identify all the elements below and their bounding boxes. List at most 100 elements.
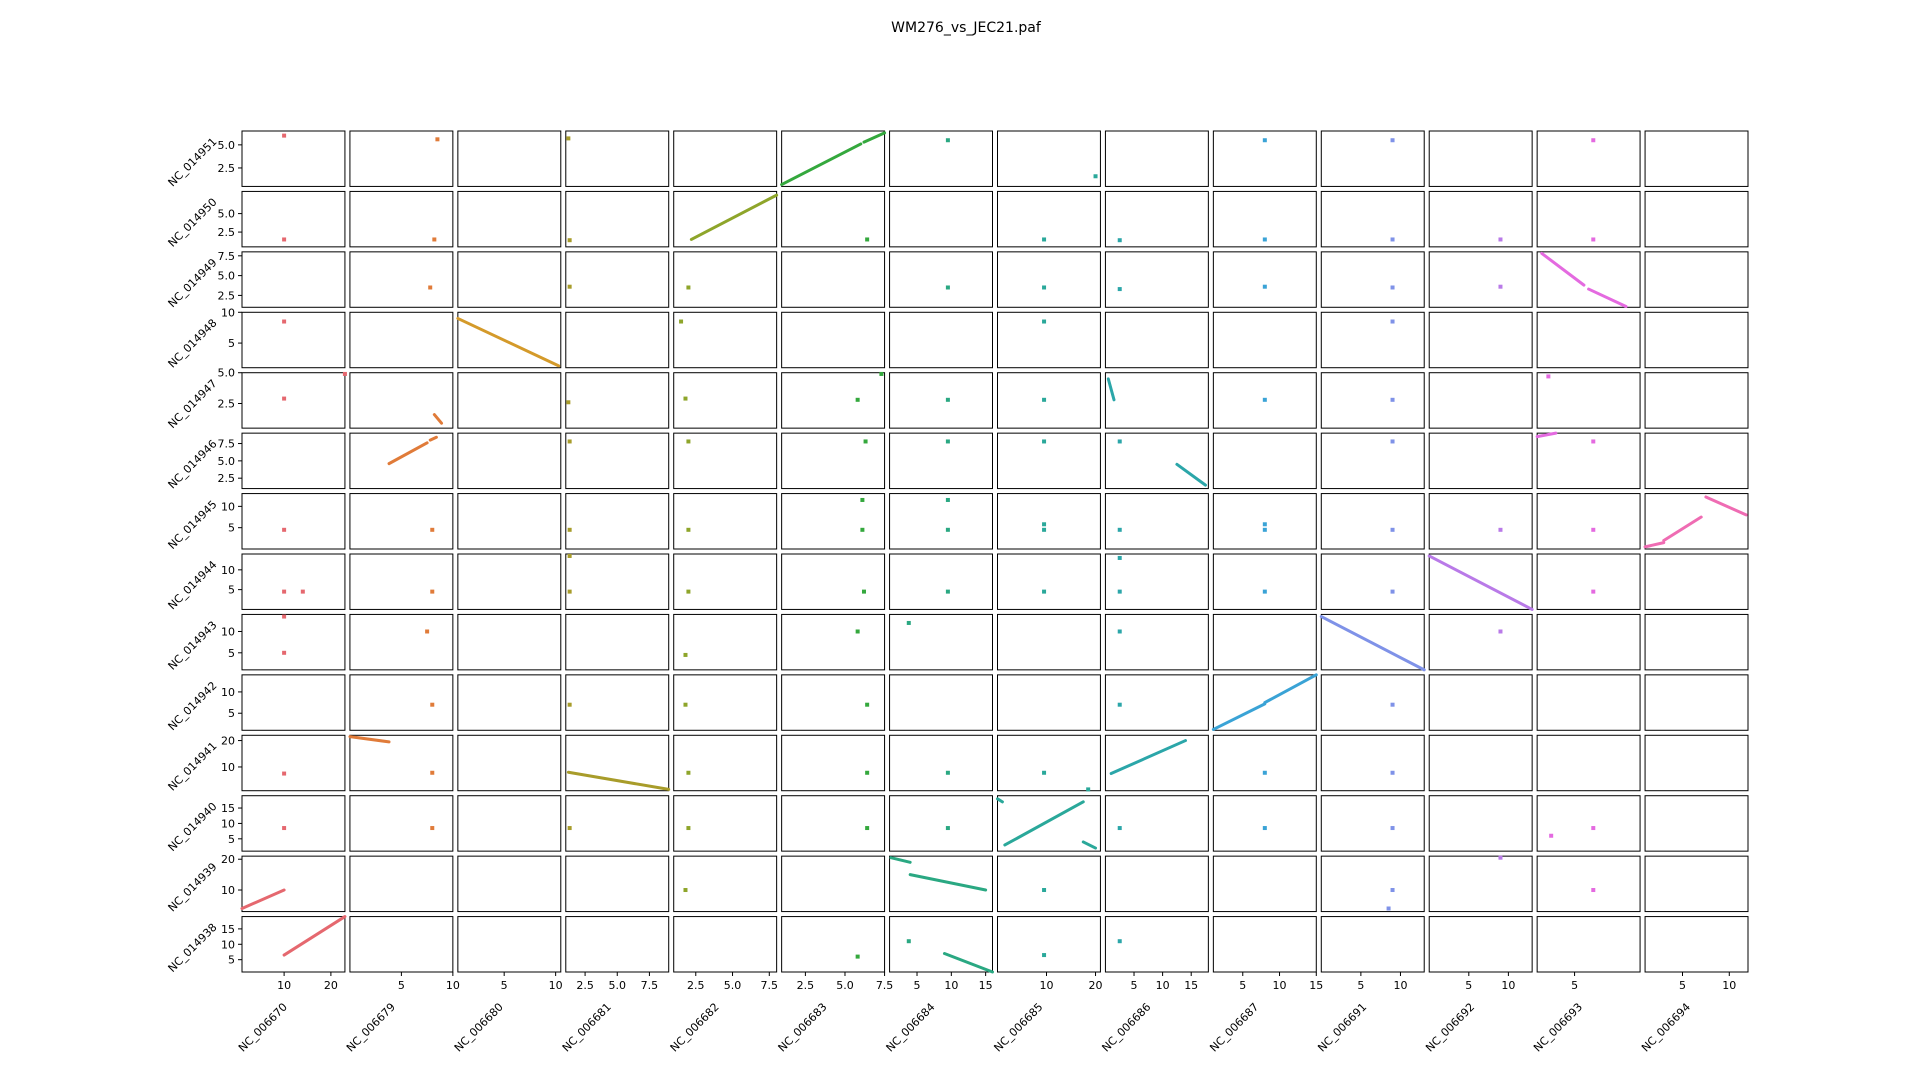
alignment-point [567, 589, 572, 594]
alignment-point [1117, 287, 1122, 292]
alignment-point [865, 702, 870, 707]
panel-frame [673, 493, 778, 550]
panel-frame [889, 916, 993, 973]
y-tick-label: 7.5 [218, 250, 236, 263]
alignment-segment [1535, 431, 1558, 439]
panel-frame [1428, 613, 1533, 671]
row-label: NC_014947 [166, 377, 220, 431]
panel-frame [1644, 916, 1749, 973]
panel-frame [1320, 432, 1425, 490]
alignment-point [686, 285, 691, 290]
panel-frame [889, 674, 993, 731]
panel-frame [1644, 674, 1749, 731]
panel-frame [1320, 734, 1425, 792]
y-tick-label: 5 [228, 584, 235, 597]
x-tick-label: 5 [1465, 979, 1472, 992]
alignment-point [865, 237, 870, 242]
panel-frame [565, 916, 670, 973]
y-tick-label: 10 [221, 564, 235, 577]
panel-frame [889, 855, 993, 913]
y-tick-label: 5 [228, 522, 235, 535]
panel-frame [1212, 493, 1317, 550]
alignment-point [282, 319, 287, 324]
x-tick-label: 5 [1239, 979, 1246, 992]
panel-frame [565, 674, 670, 731]
alignment-segment [1662, 515, 1703, 542]
y-tick-label: 10 [221, 817, 235, 830]
alignment-point [430, 589, 435, 594]
panel-frame [1644, 432, 1749, 490]
alignment-point [855, 629, 860, 634]
x-tick-label: 5.0 [609, 979, 627, 992]
panel-frame [565, 795, 670, 852]
panel-frame [565, 432, 670, 490]
alignment-point [1262, 527, 1267, 532]
panel-frame [1212, 916, 1317, 973]
panel-frame [1644, 190, 1749, 248]
row-label: NC_014951 [166, 135, 220, 189]
x-tick-label: 2.5 [797, 979, 815, 992]
panel-frame [565, 855, 670, 913]
row-label: NC_014941 [166, 740, 220, 794]
panel-frame [1212, 432, 1317, 490]
x-tick-label: 5 [501, 979, 508, 992]
panel-frame [241, 372, 346, 429]
panel-frame [997, 553, 1101, 610]
alignment-point [945, 138, 950, 143]
alignment-point [425, 629, 430, 634]
x-tick-label: 5 [1357, 979, 1364, 992]
panel-frame [565, 311, 670, 369]
alignment-point [566, 400, 571, 405]
panel-frame [889, 372, 993, 429]
alignment-point [855, 954, 860, 959]
alignment-point [282, 133, 287, 138]
panel-frame [349, 916, 454, 973]
y-tick-label: 10 [221, 884, 235, 897]
panel-frame [781, 674, 886, 731]
x-tick-label: 15 [1309, 979, 1323, 992]
alignment-point [1117, 939, 1122, 944]
x-tick-label: 5 [914, 979, 921, 992]
panel-frame [889, 311, 993, 369]
row-label: NC_014948 [166, 317, 220, 371]
panel-frame [1644, 130, 1749, 187]
alignment-point [282, 614, 287, 619]
panel-frame [781, 130, 886, 187]
panel-frame [457, 734, 562, 792]
panel-frame [673, 734, 778, 792]
y-tick-label: 5 [228, 833, 235, 846]
panel-frame [889, 251, 993, 308]
alignment-point [1390, 237, 1395, 242]
alignment-segment [1540, 251, 1586, 287]
row-label: NC_014945 [166, 498, 220, 552]
panel-frame [997, 674, 1101, 731]
panel-frame [1644, 311, 1749, 369]
alignment-point [1117, 238, 1122, 243]
alignment-point [342, 371, 347, 376]
panel-frame [781, 432, 886, 490]
panel-frame [1212, 130, 1317, 187]
panel-frame [1212, 674, 1317, 731]
alignment-segment [1704, 495, 1748, 517]
alignment-segment [1003, 800, 1085, 847]
x-tick-label: 7.5 [761, 979, 779, 992]
panel-frame [241, 855, 346, 913]
x-tick-label: 5 [1679, 979, 1686, 992]
panel-frame [1536, 795, 1641, 852]
panel-frame [781, 916, 886, 973]
panel-frame [1212, 613, 1317, 671]
panel-frame [889, 553, 993, 610]
panel-frame [1428, 251, 1533, 308]
panel-frame [349, 553, 454, 610]
panel-frame [1212, 190, 1317, 248]
alignment-point [906, 939, 911, 944]
x-tick-label: 10 [1393, 979, 1407, 992]
panel-frame [349, 190, 454, 248]
alignment-segment [1211, 702, 1267, 731]
panel-frame [1428, 311, 1533, 369]
panel-frame [349, 311, 454, 369]
panel-frame [1536, 251, 1641, 308]
alignment-point [566, 136, 571, 141]
panel-frame [1104, 916, 1209, 973]
alignment-point [861, 589, 866, 594]
